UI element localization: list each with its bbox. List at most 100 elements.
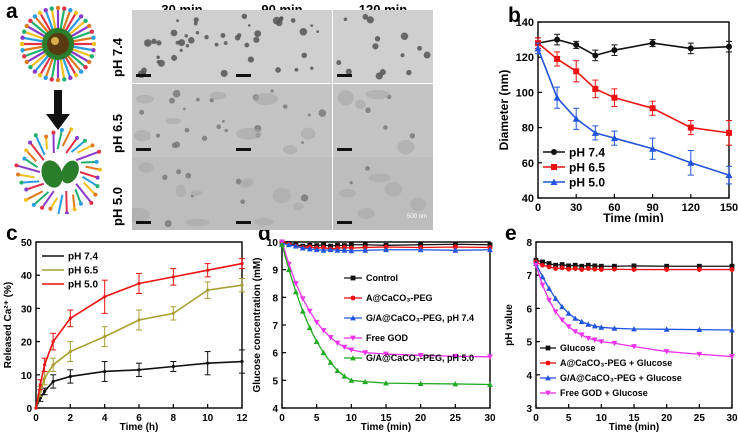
data-point [292, 281, 299, 287]
data-point [631, 267, 637, 272]
data-point [546, 261, 552, 266]
series [34, 349, 245, 410]
data-point [553, 262, 558, 268]
data-point [348, 247, 355, 254]
dissociated-nanoparticle [14, 127, 102, 214]
series [279, 241, 493, 387]
x-tick-label: 90 [646, 202, 658, 214]
tem-image [232, 10, 332, 83]
data-point [649, 145, 657, 152]
data-point [696, 267, 702, 272]
data-point [585, 335, 592, 342]
y-tick-label: 40 [21, 271, 33, 282]
data-point [334, 367, 341, 374]
data-point [348, 377, 355, 383]
data-point [320, 247, 327, 253]
x-tick-label: 20 [661, 413, 673, 424]
legend-marker [545, 375, 551, 381]
data-point [42, 363, 47, 367]
data-point [299, 296, 306, 302]
data-point [696, 351, 703, 358]
tem-scale-bar [337, 74, 352, 77]
data-point [592, 266, 598, 272]
series-line [537, 48, 730, 176]
data-point [585, 266, 591, 271]
legend-label: G/A@CaCO₃-PEG, pH 5.0 [366, 353, 474, 363]
tem-row-label: pH 7.4 [110, 37, 125, 77]
panel-letter-a: a [6, 0, 18, 23]
data-point [533, 262, 539, 269]
data-point [573, 68, 580, 75]
series [534, 42, 733, 185]
data-point [417, 353, 424, 359]
x-axis-label: Time (min) [603, 211, 663, 222]
tem-scale-bar [136, 148, 151, 151]
data-point [553, 266, 558, 271]
series-line [35, 262, 243, 409]
x-tick-label: 0 [279, 413, 285, 424]
tem-image [132, 10, 232, 83]
data-point [383, 351, 389, 357]
data-point [598, 267, 604, 272]
legend-marker [350, 295, 356, 301]
data-point [729, 263, 735, 269]
data-point [240, 261, 244, 266]
data-point [553, 94, 561, 101]
y-tick-label: 6 [526, 304, 532, 315]
legend-label: pH 5.0 [68, 280, 98, 291]
data-point [631, 344, 637, 350]
tem-image [333, 10, 433, 83]
series-line [281, 242, 491, 252]
data-point [103, 295, 107, 299]
y-axis-label: Glucose concentration (mM) [252, 257, 263, 392]
data-point [240, 283, 244, 287]
data-point [51, 340, 55, 344]
series-line [537, 42, 730, 134]
data-point [327, 335, 334, 341]
legend-label: pH 7.4 [569, 145, 605, 159]
data-point [383, 380, 389, 386]
x-tick-label: 60 [608, 202, 620, 214]
legend-label: pH 7.4 [68, 252, 98, 263]
tem-row-label: pH 5.0 [110, 186, 125, 226]
data-point [729, 327, 735, 333]
y-tick-label: 5 [526, 338, 532, 349]
data-point [292, 288, 299, 295]
tem-scale-bar [236, 148, 251, 151]
x-tick-label: 5 [314, 413, 320, 424]
y-tick-label: 120 [516, 52, 534, 64]
tem-scale-label: 500 nm [407, 214, 428, 220]
data-point [327, 359, 334, 365]
x-tick-label: 15 [628, 413, 640, 424]
data-point [68, 316, 72, 320]
series-line [35, 284, 243, 409]
data-point [687, 159, 695, 166]
series [533, 262, 735, 360]
data-point [286, 241, 292, 248]
data-point [103, 335, 107, 339]
series-line [281, 241, 491, 358]
legend-marker [350, 275, 356, 281]
data-point [546, 264, 552, 270]
x-axis-label: Time (h) [120, 422, 159, 433]
data-point [725, 171, 733, 179]
y-tick-label: 8 [526, 238, 532, 249]
data-point [566, 263, 572, 269]
x-tick-label: 15 [380, 413, 392, 424]
legend-label: pH 5.0 [569, 175, 605, 189]
legend-label: pH 6.5 [569, 160, 605, 174]
data-point [572, 262, 578, 268]
y-tick-label: 7 [526, 271, 532, 282]
legend-marker [550, 178, 558, 185]
tem-scale-bar [136, 74, 151, 77]
data-point [313, 246, 320, 253]
data-point [552, 309, 559, 315]
data-point [417, 380, 424, 387]
data-point [552, 295, 559, 301]
legend-label: Free GOD [366, 333, 409, 343]
data-point [292, 243, 299, 249]
legend-label: Control [366, 273, 398, 283]
x-tick-label: 120 [682, 202, 700, 214]
data-point [579, 267, 585, 272]
data-point [578, 332, 585, 338]
